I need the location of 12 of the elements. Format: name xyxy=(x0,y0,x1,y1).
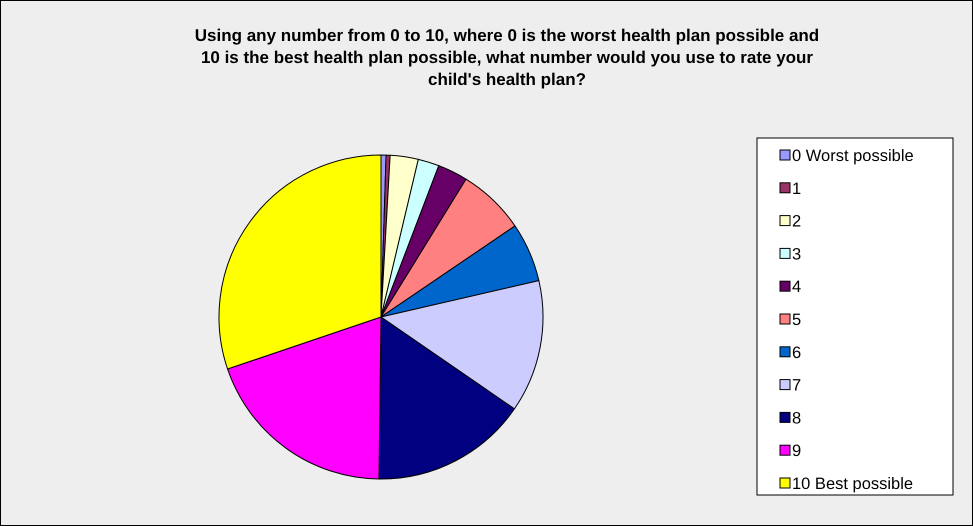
legend-label: 10 Best possible xyxy=(792,475,914,493)
legend-label: 7 xyxy=(792,376,802,395)
legend-label: 1 xyxy=(792,180,802,198)
chart-title: Using any number from 0 to 10, where 0 is the worst health plan possible and 10 is the best health plan possible, what number would you use to rate your child's health plan? xyxy=(194,26,820,89)
legend-label: 5 xyxy=(792,311,802,329)
legend-label: 6 xyxy=(792,344,802,362)
legend-label: 3 xyxy=(792,245,802,264)
legend-label: 8 xyxy=(792,409,802,428)
legend-label: 0 Worst possible xyxy=(792,147,914,165)
legend-label: 9 xyxy=(792,442,802,460)
legend-label: 4 xyxy=(792,278,802,296)
legend-label: 2 xyxy=(792,212,802,231)
